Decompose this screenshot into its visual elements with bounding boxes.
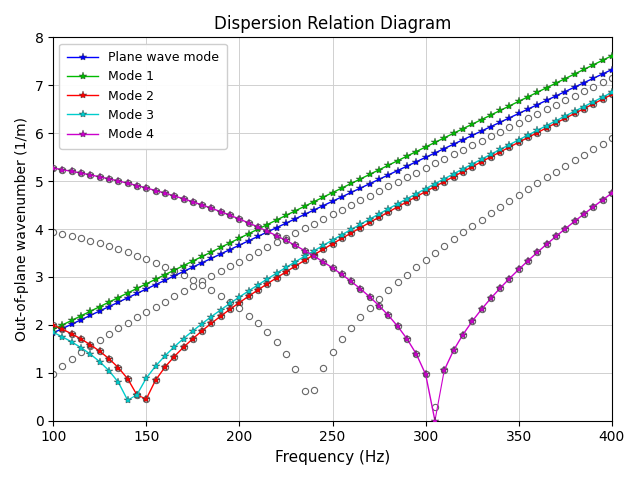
Mode 4 <box>468 318 476 324</box>
Mode 2 <box>599 96 607 102</box>
Mode 3 <box>608 90 616 96</box>
Mode 3 <box>170 344 178 350</box>
Mode 3 <box>356 221 364 227</box>
Mode 4 <box>608 190 616 196</box>
Mode 3 <box>422 186 429 192</box>
Mode 1 <box>49 326 57 332</box>
Plane wave mode <box>161 277 169 283</box>
Mode 2 <box>477 159 485 165</box>
Mode 3 <box>301 253 308 259</box>
Mode 4 <box>580 211 588 217</box>
Mode 4 <box>599 197 607 203</box>
Y-axis label: Out-of-plane wavenumber (1/m): Out-of-plane wavenumber (1/m) <box>15 117 29 341</box>
Mode 2 <box>291 263 299 269</box>
Mode 1 <box>348 180 355 186</box>
Mode 4 <box>571 218 579 224</box>
Legend: Plane wave mode, Mode 1, Mode 2, Mode 3, Mode 4: Plane wave mode, Mode 1, Mode 2, Mode 3,… <box>60 44 227 149</box>
Line: Plane wave mode: Plane wave mode <box>49 65 616 337</box>
Plane wave mode <box>245 238 253 244</box>
Mode 4 <box>515 266 523 272</box>
Plane wave mode <box>608 67 616 72</box>
X-axis label: Frequency (Hz): Frequency (Hz) <box>275 450 390 465</box>
Mode 3 <box>133 392 141 397</box>
Mode 2 <box>450 174 458 180</box>
Mode 4 <box>552 233 560 239</box>
Mode 4 <box>440 367 448 373</box>
Mode 4 <box>477 306 485 312</box>
Title: Dispersion Relation Diagram: Dispersion Relation Diagram <box>214 15 451 33</box>
Plane wave mode <box>534 102 541 108</box>
Plane wave mode <box>180 269 188 275</box>
Mode 1 <box>608 53 616 59</box>
Mode 4 <box>534 250 541 255</box>
Plane wave mode <box>49 330 57 336</box>
Mode 1 <box>245 231 253 237</box>
Mode 4 <box>543 241 550 247</box>
Mode 4 <box>589 204 597 210</box>
Mode 4 <box>487 296 495 301</box>
Mode 3 <box>571 108 579 114</box>
Mode 2 <box>608 92 616 97</box>
Mode 1 <box>180 263 188 268</box>
Mode 2 <box>282 269 290 275</box>
Mode 2 <box>143 396 150 402</box>
Plane wave mode <box>348 190 355 195</box>
Mode 1 <box>161 272 169 277</box>
Mode 4 <box>459 332 467 337</box>
Plane wave mode <box>385 172 392 178</box>
Mode 4 <box>506 276 513 281</box>
Line: Mode 2: Mode 2 <box>142 90 616 403</box>
Mode 4 <box>496 285 504 291</box>
Mode 3 <box>440 176 448 181</box>
Mode 4 <box>524 258 532 264</box>
Mode 4 <box>450 348 458 353</box>
Mode 1 <box>534 89 541 95</box>
Line: Mode 1: Mode 1 <box>49 51 616 334</box>
Line: Mode 3: Mode 3 <box>132 88 616 399</box>
Mode 2 <box>245 293 253 299</box>
Mode 1 <box>385 162 392 168</box>
Mode 4 <box>561 226 569 231</box>
Line: Mode 4: Mode 4 <box>440 189 616 374</box>
